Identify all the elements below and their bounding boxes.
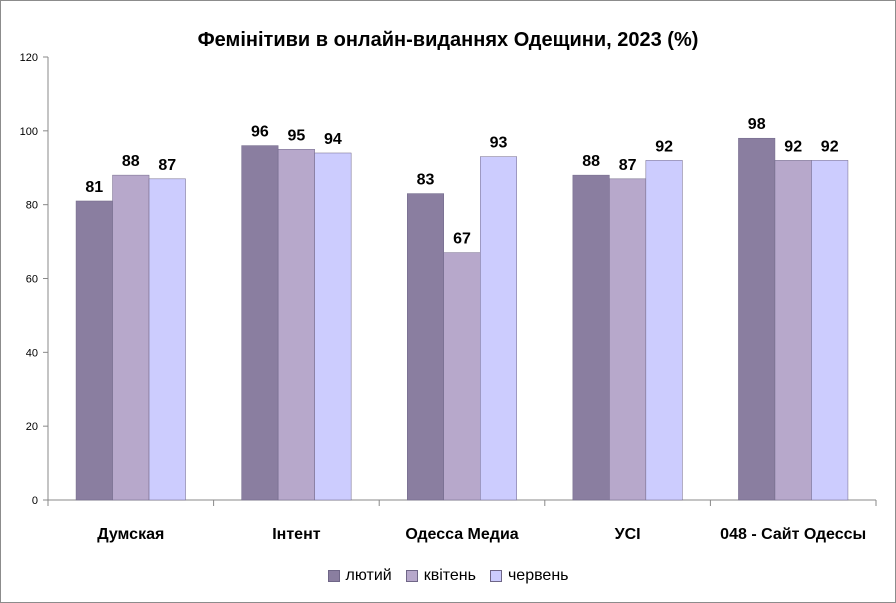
legend-item-2: квітень	[405, 567, 476, 585]
legend-item-1: лютий	[327, 567, 392, 585]
bar	[314, 152, 352, 501]
x-tick-label: Одесса Медиа	[405, 526, 518, 543]
bar	[277, 149, 315, 501]
data-label: 92	[821, 138, 839, 155]
y-tick-label: 20	[26, 421, 38, 433]
y-tick-label: 80	[26, 200, 38, 212]
y-tick-label: 100	[20, 126, 38, 138]
legend-label-3: червень	[507, 567, 569, 584]
bar	[480, 156, 517, 501]
x-tick-label: Інтент	[272, 526, 321, 543]
data-label: 83	[417, 172, 435, 189]
legend-label-2: квітень	[423, 567, 476, 584]
y-tick-label: 120	[20, 52, 38, 64]
data-label: 96	[251, 124, 269, 141]
bar	[241, 145, 279, 501]
legend: лютий квітень червень	[0, 567, 896, 585]
legend-swatch-2	[405, 570, 418, 582]
legend-label-1: лютий	[345, 567, 392, 584]
data-label: 81	[85, 179, 103, 196]
x-tick-label: 048 - Сайт Одессы	[720, 526, 866, 543]
legend-swatch-1	[327, 570, 340, 582]
bar	[407, 193, 444, 501]
bar	[112, 174, 150, 501]
legend-item-3: червень	[489, 567, 569, 585]
data-label: 95	[288, 127, 306, 144]
data-label: 92	[784, 138, 802, 155]
legend-swatch-3	[489, 570, 502, 582]
x-tick-label: УСІ	[615, 526, 641, 543]
data-label: 94	[324, 131, 342, 148]
bar	[738, 137, 776, 501]
data-label: 92	[655, 138, 673, 155]
bar	[75, 200, 113, 501]
bar	[774, 160, 812, 501]
x-tick-label: Думская	[97, 526, 164, 543]
bar	[148, 178, 186, 501]
bar	[811, 160, 849, 501]
data-label: 87	[619, 157, 637, 174]
y-tick-label: 0	[32, 495, 38, 507]
bar	[443, 252, 481, 501]
bar	[572, 174, 610, 501]
chart-title: Фемінітиви в онлайн-виданнях Одещини, 20…	[197, 29, 699, 51]
data-label: 98	[748, 116, 766, 133]
bar	[645, 160, 683, 501]
y-tick-label: 40	[26, 347, 38, 359]
data-label: 67	[453, 231, 471, 248]
data-label: 88	[582, 153, 600, 170]
data-label: 87	[158, 157, 176, 174]
bar	[609, 178, 647, 501]
y-tick-label: 60	[26, 274, 38, 286]
data-label: 88	[122, 153, 140, 170]
data-label: 93	[490, 135, 508, 152]
